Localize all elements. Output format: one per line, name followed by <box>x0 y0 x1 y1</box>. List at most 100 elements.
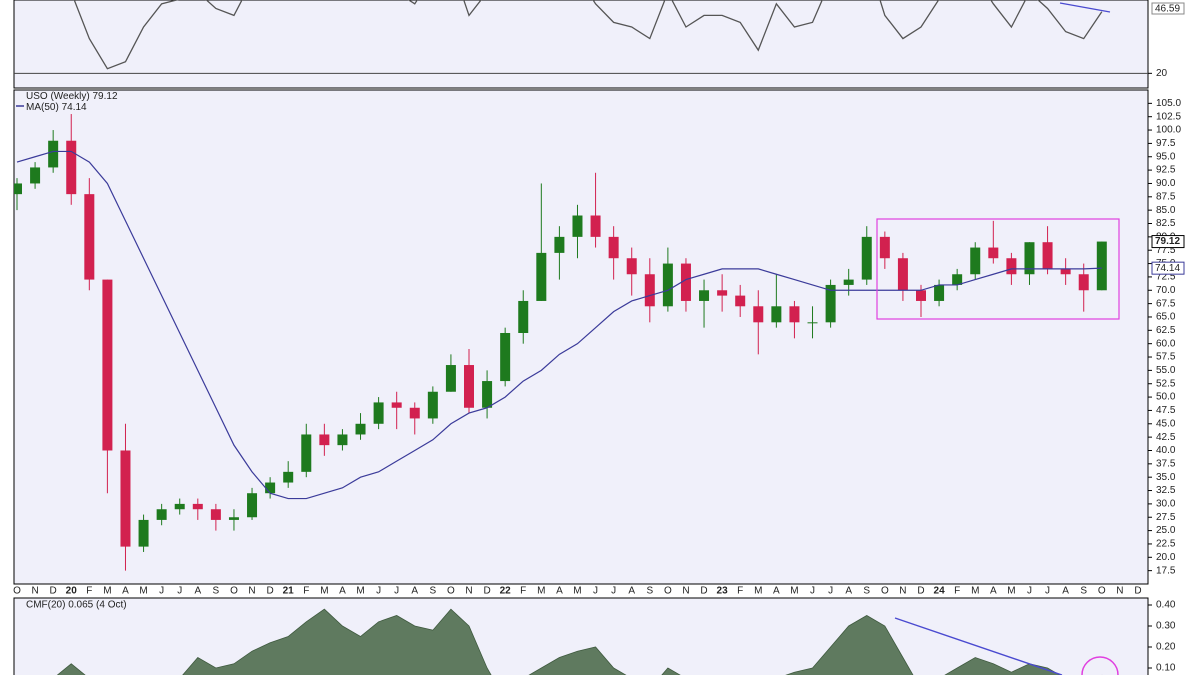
cmf-area <box>56 608 1103 675</box>
y-tick-label: 100.0 <box>1156 125 1181 136</box>
x-tick-label: S <box>646 586 653 597</box>
candle-body <box>717 290 728 296</box>
y-tick-label: 37.5 <box>1156 458 1176 469</box>
y-tick-label: 60.0 <box>1156 338 1176 349</box>
x-tick-label: J <box>1045 586 1050 597</box>
candle-body <box>156 509 167 520</box>
y-tick-label: 62.5 <box>1156 325 1176 336</box>
candle-body <box>662 263 673 307</box>
candle-body <box>355 423 366 435</box>
y-tick-label: 17.5 <box>1156 565 1176 576</box>
last-value-box <box>1151 2 1185 15</box>
candle-body <box>120 450 131 547</box>
x-tick-label: A <box>773 586 780 597</box>
cmf-circle <box>1081 656 1119 675</box>
x-tick-label: F <box>303 586 309 597</box>
candle-body <box>771 306 782 323</box>
y-tick-label: 25.0 <box>1156 525 1176 536</box>
x-tick-label: J <box>177 586 182 597</box>
y-tick-label: 35.0 <box>1156 472 1176 483</box>
candle-body <box>48 140 59 168</box>
y-tick-label: 22.5 <box>1156 539 1176 550</box>
x-tick-label: A <box>845 586 852 597</box>
y-tick-label: 70.0 <box>1156 285 1176 296</box>
candle-body <box>482 381 493 408</box>
candle-body <box>192 503 203 510</box>
x-tick-label: 24 <box>934 586 946 597</box>
candle-body <box>735 295 746 307</box>
x-tick-label: A <box>556 586 563 597</box>
last-value: 46.59 <box>1155 4 1180 15</box>
candle-body <box>337 434 348 446</box>
price-value-box <box>1151 235 1185 249</box>
candle-body <box>626 258 637 275</box>
candle-body <box>1042 242 1053 269</box>
candle-body <box>319 434 330 446</box>
candle-body <box>14 183 22 195</box>
x-tick-label: 23 <box>717 586 729 597</box>
x-tick-label: A <box>194 586 201 597</box>
x-tick-label: N <box>248 586 255 597</box>
candle-body <box>572 215 583 237</box>
y-tick-label: 45.0 <box>1156 418 1176 429</box>
y-tick-label: 27.5 <box>1156 512 1176 523</box>
x-tick-label: O <box>881 586 889 597</box>
candle-body <box>301 434 312 472</box>
candle-body <box>464 365 474 408</box>
y-tick-label: 102.5 <box>1156 111 1181 122</box>
x-tick-label: S <box>213 586 220 597</box>
x-tick-label: N <box>682 586 689 597</box>
candle-body <box>916 290 926 301</box>
candle-body <box>84 194 95 280</box>
price-last-value: 79.12 <box>1155 236 1180 247</box>
candle-body <box>265 482 276 494</box>
candle-body <box>1024 242 1035 275</box>
x-tick-label: N <box>899 586 906 597</box>
x-tick-label: N <box>1116 586 1123 597</box>
candle-body <box>952 274 963 285</box>
candle-body <box>210 509 221 520</box>
candle-body <box>970 247 981 275</box>
y-tick-label: 72.5 <box>1156 272 1176 283</box>
x-tick-label: J <box>828 586 833 597</box>
x-tick-label: A <box>411 586 418 597</box>
candle-body <box>445 365 456 392</box>
candle-body <box>897 258 908 291</box>
price-panel <box>13 89 1149 585</box>
x-tick-label: F <box>520 586 526 597</box>
candle-body <box>518 300 529 333</box>
candle-body <box>391 402 402 408</box>
candle-body <box>247 493 258 518</box>
y-tick-label: 52.5 <box>1156 378 1176 389</box>
candle-body <box>680 263 691 301</box>
x-tick-label: M <box>537 586 545 597</box>
x-tick-label: M <box>754 586 762 597</box>
candle-body <box>644 274 655 307</box>
candle-body <box>879 236 890 259</box>
y-tick-label: 40.0 <box>1156 445 1176 456</box>
x-tick-label: D <box>50 586 57 597</box>
x-tick-label: N <box>31 586 38 597</box>
rsi-line <box>73 0 1103 70</box>
candle-body <box>1078 274 1089 291</box>
candle-body <box>283 471 294 483</box>
candle-body <box>373 402 384 424</box>
candle-body <box>102 279 113 451</box>
y-tick-label: 42.5 <box>1156 432 1176 443</box>
x-tick-label: J <box>611 586 616 597</box>
x-tick-label: A <box>628 586 635 597</box>
y-tick-label: 90.0 <box>1156 178 1176 189</box>
y-tick-label: 47.5 <box>1156 405 1176 416</box>
ma-last-value: 74.14 <box>1155 263 1180 274</box>
x-tick-label: O <box>230 586 238 597</box>
cmf-trendline <box>894 617 1063 675</box>
y-tick-label: 30.0 <box>1156 499 1176 510</box>
candle-body <box>934 284 945 301</box>
y-tick-label: 97.5 <box>1156 138 1176 149</box>
x-tick-label: A <box>339 586 346 597</box>
candle-body <box>536 252 547 301</box>
candle-body <box>409 407 420 419</box>
x-tick-label: M <box>1007 586 1015 597</box>
cmf-legend: CMF(20) 0.065 (4 Oct) <box>26 600 127 611</box>
